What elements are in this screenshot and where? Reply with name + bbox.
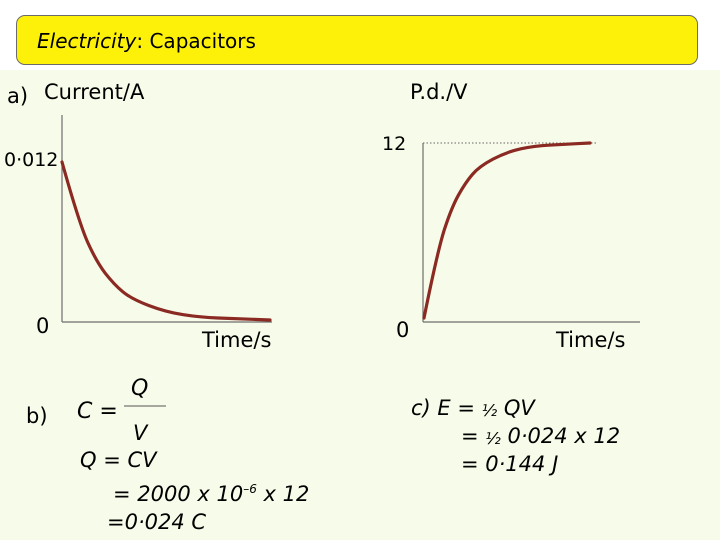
equation-q-cv: Q = CV [80,448,157,472]
chart2-ytick-zero: 0 [396,318,410,342]
title-bar: Electricity: Capacitors [16,15,698,65]
title-main: Electricity [37,29,137,53]
chart2-ylabel: P.d./V [410,80,468,104]
equation-substitution: = 2000 x 10–6 x 12 [113,482,310,506]
part-b-label: b) [26,404,48,428]
part-a-label: a) [7,84,29,108]
chart1-ylabel: Current/A [44,80,145,104]
fraction-denominator: V [133,421,148,445]
chart2-ytick-top: 12 [382,133,407,155]
chart1-ytick-top: 0·012 [4,149,59,171]
slide-background [0,70,720,540]
chart2-series-line [422,141,592,320]
chart1-series-line [60,160,272,322]
energy-formula: c) E = ½ QV [411,396,535,420]
c-equals: C = [77,399,118,424]
chart1-ytick-zero: 0 [36,314,50,338]
fraction-numerator: Q [131,376,149,401]
energy-result: = 0·144 J [461,452,559,476]
page-title: Electricity: Capacitors [37,29,256,53]
energy-substitution: = ½ 0·024 x 12 [461,424,621,448]
chart1-xlabel: Time/s [202,328,272,352]
title-separator: : [136,29,144,53]
equation-charge-result: =0·024 C [107,510,207,534]
chart2-xlabel: Time/s [556,328,626,352]
title-sub: Capacitors [143,29,256,53]
